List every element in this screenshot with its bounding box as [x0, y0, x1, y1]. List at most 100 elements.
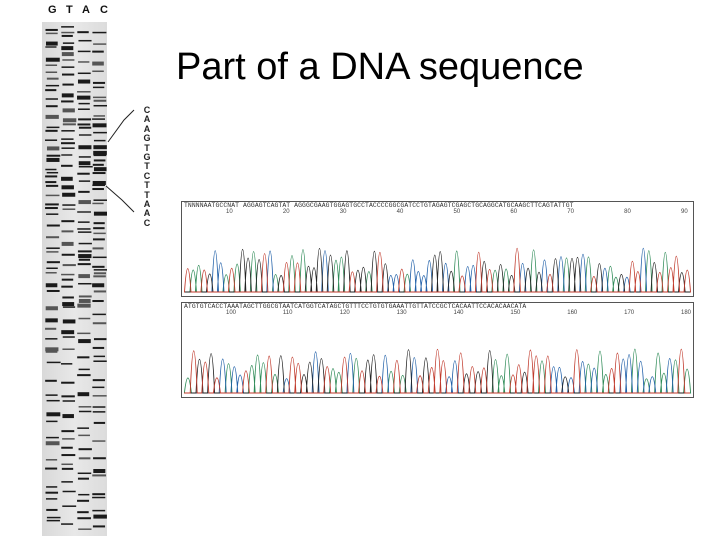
gel-band — [78, 368, 90, 371]
gel-band — [61, 100, 74, 103]
gel-band — [92, 61, 104, 66]
gel-band — [77, 50, 91, 53]
gel-band — [61, 26, 75, 28]
gel-band — [46, 436, 59, 439]
read-base: T — [144, 161, 150, 172]
gel-band — [46, 224, 60, 227]
gel-band — [93, 269, 107, 271]
position-ticks: 10 20 30 40 50 60 70 80 90 — [182, 209, 693, 219]
gel-band — [61, 142, 75, 145]
gel-band — [78, 295, 92, 298]
gel-band — [77, 477, 89, 480]
gel-band — [62, 302, 75, 307]
gel-band — [77, 31, 89, 34]
gel-band — [45, 491, 59, 494]
gel-band — [93, 421, 106, 424]
gel-band — [45, 64, 58, 66]
lane-label-a: A — [82, 4, 90, 16]
gel-band — [92, 123, 107, 128]
gel-band — [62, 108, 75, 113]
gel-band — [62, 296, 74, 299]
position-tick: 130 — [396, 310, 407, 316]
gel-band — [45, 139, 58, 141]
gel-band — [93, 131, 107, 134]
gel-band — [93, 355, 106, 358]
gel-band — [45, 318, 58, 323]
gel-band — [93, 338, 107, 341]
gel-band — [78, 200, 91, 205]
gel-band — [62, 319, 76, 324]
gel-band — [77, 210, 91, 213]
gel-band — [78, 102, 90, 105]
gel-band — [46, 261, 60, 264]
gel-band — [45, 184, 59, 187]
gel-band — [61, 147, 75, 149]
gel-band — [46, 486, 58, 488]
gel-band — [61, 46, 74, 51]
gel-band — [92, 50, 104, 53]
lane-label-g: G — [48, 4, 57, 16]
gel-band — [45, 441, 60, 446]
gel-band — [93, 199, 107, 201]
gel-band — [61, 241, 74, 246]
gel-band — [78, 165, 93, 168]
gel-band — [93, 232, 106, 235]
read-base: A — [143, 114, 151, 125]
gel-band — [92, 525, 106, 528]
gel-band — [61, 273, 75, 276]
gel-band — [77, 517, 91, 520]
gel-band — [77, 332, 91, 335]
gel-band — [61, 176, 73, 181]
read-base: C — [143, 170, 151, 181]
read-base: G — [143, 133, 151, 144]
gel-band — [61, 523, 74, 525]
gel-band — [45, 105, 58, 108]
gel-band — [92, 395, 107, 397]
position-tick: 120 — [339, 310, 350, 316]
gel-band — [62, 118, 77, 123]
gel-band — [93, 115, 106, 117]
position-tick: 10 — [226, 209, 233, 215]
gel-band — [62, 438, 75, 440]
gel-band — [61, 467, 74, 470]
position-tick: 100 — [226, 310, 237, 316]
gel-band — [78, 274, 90, 279]
gel-band — [92, 313, 106, 316]
gel-band — [92, 300, 104, 303]
gel-band — [78, 448, 92, 451]
gel-band — [45, 350, 58, 353]
gel-band — [92, 322, 107, 325]
gel-band — [92, 496, 106, 499]
gel-band — [93, 514, 107, 519]
chromatogram-trace — [184, 248, 691, 293]
gel-band — [92, 188, 104, 191]
gel-band — [45, 347, 59, 352]
position-tick: 140 — [453, 310, 464, 316]
gel-band — [93, 99, 107, 102]
gel-band — [77, 95, 91, 100]
gel-band — [46, 267, 58, 270]
gel-band — [45, 498, 58, 500]
gel-band — [92, 474, 107, 477]
gel-band — [78, 39, 92, 42]
trace-line-g — [184, 248, 690, 293]
gel-band — [93, 145, 107, 150]
read-base: T — [144, 180, 150, 191]
position-tick: 70 — [567, 209, 574, 215]
read-base: T — [144, 142, 150, 153]
gel-band — [92, 118, 105, 120]
chromatogram-panel-1: TNNNNAATGCCNAT AGGAGTCAGTAT AGGGCGAAGTGG… — [181, 201, 694, 297]
gel-band — [46, 213, 59, 215]
gel-band — [78, 190, 90, 193]
gel-band — [77, 221, 90, 223]
gel-band — [61, 138, 74, 140]
gel-band — [62, 414, 74, 419]
gel-band — [61, 93, 74, 98]
bracket-top-line — [107, 109, 135, 143]
gel-band — [61, 463, 73, 466]
sequencing-gel — [42, 22, 107, 536]
gel-band — [45, 207, 58, 210]
position-tick: 90 — [681, 209, 688, 215]
gel-band — [61, 31, 75, 34]
gel-band — [92, 202, 104, 205]
